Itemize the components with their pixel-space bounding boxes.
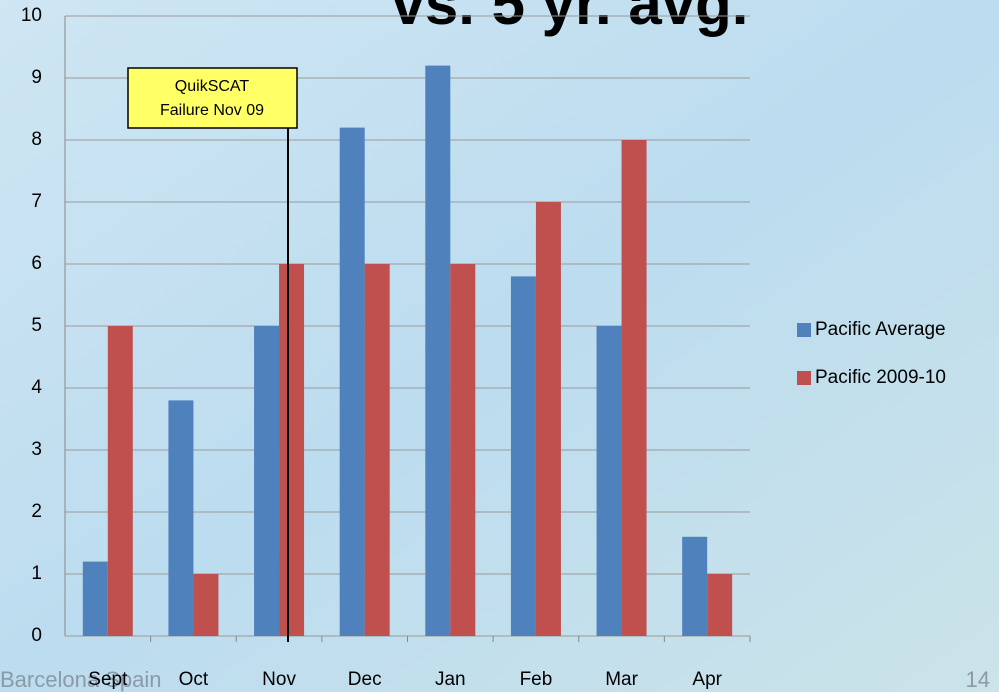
bar — [364, 264, 390, 636]
x-tick-label: Apr — [692, 669, 722, 690]
annotation-box — [127, 67, 298, 129]
page-number: 14 — [966, 667, 990, 692]
bar — [621, 140, 647, 636]
annotation-text: QuikSCAT — [175, 78, 250, 95]
bar — [82, 561, 108, 636]
y-tick-label: 10 — [21, 5, 42, 26]
bar — [682, 536, 708, 636]
x-tick-label: Oct — [179, 669, 209, 690]
bar — [279, 264, 305, 636]
bar — [450, 264, 476, 636]
y-tick-label: 6 — [31, 253, 42, 274]
legend-label: Pacific Average — [815, 319, 946, 340]
y-tick-label: 2 — [31, 501, 42, 522]
y-tick-label: 0 — [31, 625, 42, 646]
footer-location: Barcelona Spain — [0, 667, 161, 692]
y-tick-label: 4 — [31, 377, 42, 398]
bar — [168, 400, 194, 636]
bar — [707, 574, 733, 636]
bar — [193, 574, 219, 636]
bar — [339, 127, 365, 636]
bar — [535, 202, 561, 636]
y-tick-label: 5 — [31, 315, 42, 336]
x-tick-label: Mar — [605, 669, 638, 690]
x-tick-label: Nov — [262, 669, 296, 690]
y-tick-label: 8 — [31, 129, 42, 150]
x-tick-label: Dec — [348, 669, 382, 690]
y-tick-label: 3 — [31, 439, 42, 460]
legend-swatch — [797, 323, 811, 337]
legend-swatch — [797, 371, 811, 385]
bar — [107, 326, 133, 636]
x-tick-label: Feb — [520, 669, 553, 690]
y-tick-label: 9 — [31, 67, 42, 88]
annotation-text: Failure Nov 09 — [160, 102, 264, 119]
x-tick-label: Jan — [435, 669, 466, 690]
x-tick-label: Sept — [88, 669, 128, 690]
bar — [510, 276, 536, 636]
bar — [254, 326, 280, 636]
y-tick-label: 7 — [31, 191, 42, 212]
chart-title: vs. 5 yr. avg. — [392, 0, 749, 37]
y-tick-label: 1 — [31, 563, 42, 584]
bar — [596, 326, 622, 636]
bar — [425, 65, 451, 637]
legend-label: Pacific 2009-10 — [815, 367, 946, 388]
